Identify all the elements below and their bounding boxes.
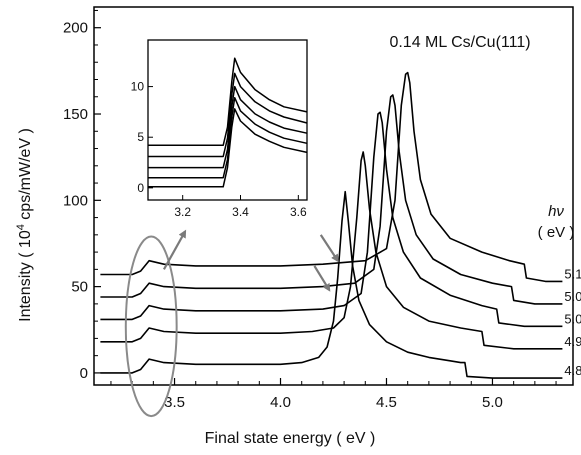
inset-plot-area: 3.2 3.4 3.6 0 5 10 — [131, 39, 308, 219]
y-tick-label: 50 — [71, 279, 88, 296]
legend-title-hv: hν — [548, 203, 564, 220]
x-tick-label: 4.0 — [270, 394, 291, 411]
y-axis-label: Intensity ( 104 cps/mW/eV ) — [15, 128, 34, 322]
y-tick-label: 0 — [80, 365, 88, 382]
inset-y-tick-label: 5 — [137, 130, 144, 144]
inset-curve-5.024 — [148, 85, 308, 169]
inset-curve-4.871 — [148, 108, 308, 188]
y-axis-label-sup: 4 — [15, 224, 27, 230]
annotation-arrow-2 — [319, 234, 339, 263]
series-label-4.871: 4.871 — [564, 363, 581, 378]
chart-title: 0.14 ML Cs/Cu(111) — [389, 34, 530, 51]
series-label-5.024: 5.024 — [564, 311, 581, 326]
y-tick-label: 150 — [63, 106, 88, 123]
inset-frame — [147, 39, 308, 201]
inset-x-tick-label: 3.6 — [290, 205, 307, 219]
highlight-ellipse — [124, 235, 178, 418]
y-tick-label: 200 — [63, 20, 88, 37]
inset-curve-4.957 — [148, 96, 308, 179]
x-axis-label: Final state energy ( eV ) — [205, 430, 376, 447]
annotation-arrow-3 — [313, 265, 331, 292]
annotations — [124, 229, 339, 418]
y-axis-label-pre: Intensity ( 10 — [17, 230, 34, 322]
series-curve-5.024 — [100, 111, 563, 328]
series-label-4.957: 4.957 — [564, 334, 581, 349]
y-tick-label: 100 — [63, 192, 88, 209]
x-tick-label: 3.5 — [164, 394, 185, 411]
main-plot-frame — [93, 6, 574, 386]
series-curve-4.957 — [100, 151, 563, 350]
inset-curve-5.089 — [148, 72, 308, 158]
y-axis-label-post: cps/mW/eV ) — [17, 128, 34, 224]
x-tick-label: 5.0 — [482, 394, 503, 411]
inset-y-tick-label: 0 — [137, 181, 144, 195]
series-label-5.155: 5.155 — [564, 266, 581, 281]
series-label-5.089: 5.089 — [564, 289, 581, 304]
inset-ticks: 3.2 3.4 3.6 0 5 10 — [131, 80, 307, 219]
inset-y-tick-label: 10 — [131, 80, 145, 94]
inset-x-tick-label: 3.4 — [232, 205, 249, 219]
inset-curves — [148, 57, 308, 188]
inset-curve-5.155 — [148, 57, 308, 147]
x-tick-label: 4.5 — [376, 394, 397, 411]
series-curve-5.089 — [100, 94, 563, 305]
series-curve-4.871 — [100, 190, 563, 379]
annotation-arrow-1 — [162, 229, 187, 270]
series-labels: 4.871 4.957 5.024 5.089 5.155 — [564, 266, 581, 378]
inset-x-tick-label: 3.2 — [174, 205, 191, 219]
legend-title-unit: ( eV ) — [538, 224, 575, 241]
